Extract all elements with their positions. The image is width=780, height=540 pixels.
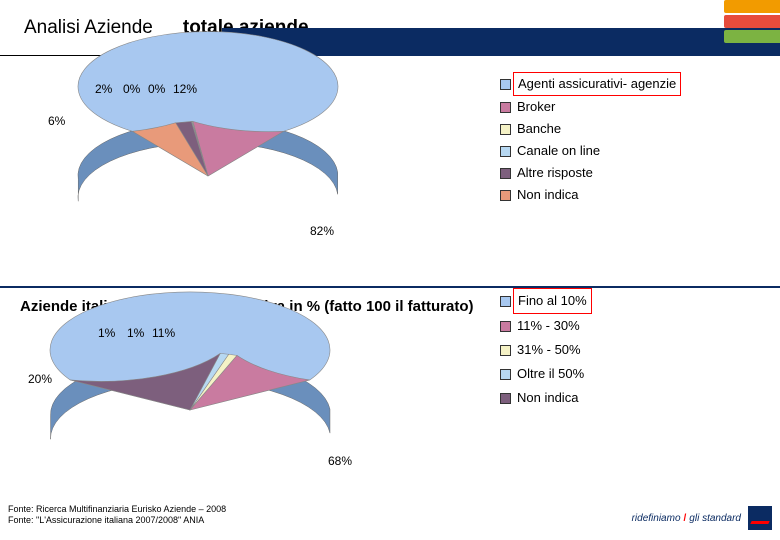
legend-label: 31% - 50% <box>517 338 581 362</box>
pct-label: 6% <box>48 114 65 128</box>
pct-label: 11% <box>152 326 175 340</box>
brand-logo-icon <box>748 506 772 530</box>
legend-row: Non indica <box>500 386 592 410</box>
legend-row: Non indica <box>500 184 681 206</box>
pct-label: 1% <box>127 326 144 340</box>
flag-stripe-1 <box>724 0 780 13</box>
header-title-left: Analisi Aziende <box>0 17 153 39</box>
legend-label: Fino al 10% <box>513 288 592 314</box>
pct-label: 2% <box>95 82 112 96</box>
legend-label: 11% - 30% <box>517 314 580 338</box>
legend-swatch-icon <box>500 146 511 157</box>
brand-right: gli standard <box>689 513 741 524</box>
pct-label: 1% <box>98 326 115 340</box>
legend-label: Oltre il 50% <box>517 362 584 386</box>
legend-swatch-icon <box>500 124 511 135</box>
legend-swatch-icon <box>500 393 511 404</box>
legend-label: Altre risposte <box>517 162 593 184</box>
chart2-legend: Fino al 10%11% - 30%31% - 50%Oltre il 50… <box>500 288 592 410</box>
legend-row: Oltre il 50% <box>500 362 592 386</box>
legend-label: Non indica <box>517 184 578 206</box>
legend-label: Agenti assicurativi- agenzie <box>513 72 681 96</box>
brand-slash-icon: / <box>684 513 687 524</box>
pct-label: 68% <box>328 454 352 468</box>
legend-label: Canale on line <box>517 140 600 162</box>
chart2-svg <box>30 332 350 497</box>
brand-tagline: ridefiniamo / gli standard <box>632 506 772 530</box>
legend-swatch-icon <box>500 190 511 201</box>
legend-swatch-icon <box>500 168 511 179</box>
legend-label: Non indica <box>517 386 578 410</box>
legend-swatch-icon <box>500 345 511 356</box>
pct-label: 20% <box>28 372 52 386</box>
legend-row: Banche <box>500 118 681 140</box>
legend-row: Fino al 10% <box>500 288 592 314</box>
legend-swatch-icon <box>500 79 511 90</box>
chart1-section: 82%12%0%0%2%6% Agenti assicurativi- agen… <box>0 56 780 288</box>
corner-flag-stack <box>724 0 780 43</box>
chart1-pie: 82%12%0%0%2%6% <box>48 86 368 251</box>
legend-swatch-icon <box>500 369 511 380</box>
legend-swatch-icon <box>500 102 511 113</box>
chart2-section: Aziende italiane – Spesa assicurativa in… <box>0 288 780 540</box>
pct-label: 0% <box>123 82 140 96</box>
legend-label: Broker <box>517 96 555 118</box>
pct-label: 12% <box>173 82 197 96</box>
footer-line2: Fonte: "L'Assicurazione italiana 2007/20… <box>8 515 226 526</box>
legend-swatch-icon <box>500 321 511 332</box>
legend-label: Banche <box>517 118 561 140</box>
legend-row: 31% - 50% <box>500 338 592 362</box>
legend-row: Broker <box>500 96 681 118</box>
chart1-legend: Agenti assicurativi- agenzieBrokerBanche… <box>500 72 681 206</box>
flag-stripe-2 <box>724 15 780 28</box>
footer-line1: Fonte: Ricerca Multifinanziaria Eurisko … <box>8 504 226 515</box>
legend-row: 11% - 30% <box>500 314 592 338</box>
legend-row: Altre risposte <box>500 162 681 184</box>
chart2-pie: 68%11%1%1%20% <box>30 332 350 497</box>
legend-row: Canale on line <box>500 140 681 162</box>
brand-left: ridefiniamo <box>632 513 681 524</box>
source-footer: Fonte: Ricerca Multifinanziaria Eurisko … <box>8 504 226 526</box>
legend-swatch-icon <box>500 296 511 307</box>
pct-label: 82% <box>310 224 334 238</box>
pct-label: 0% <box>148 82 165 96</box>
legend-row: Agenti assicurativi- agenzie <box>500 72 681 96</box>
flag-stripe-3 <box>724 30 780 43</box>
